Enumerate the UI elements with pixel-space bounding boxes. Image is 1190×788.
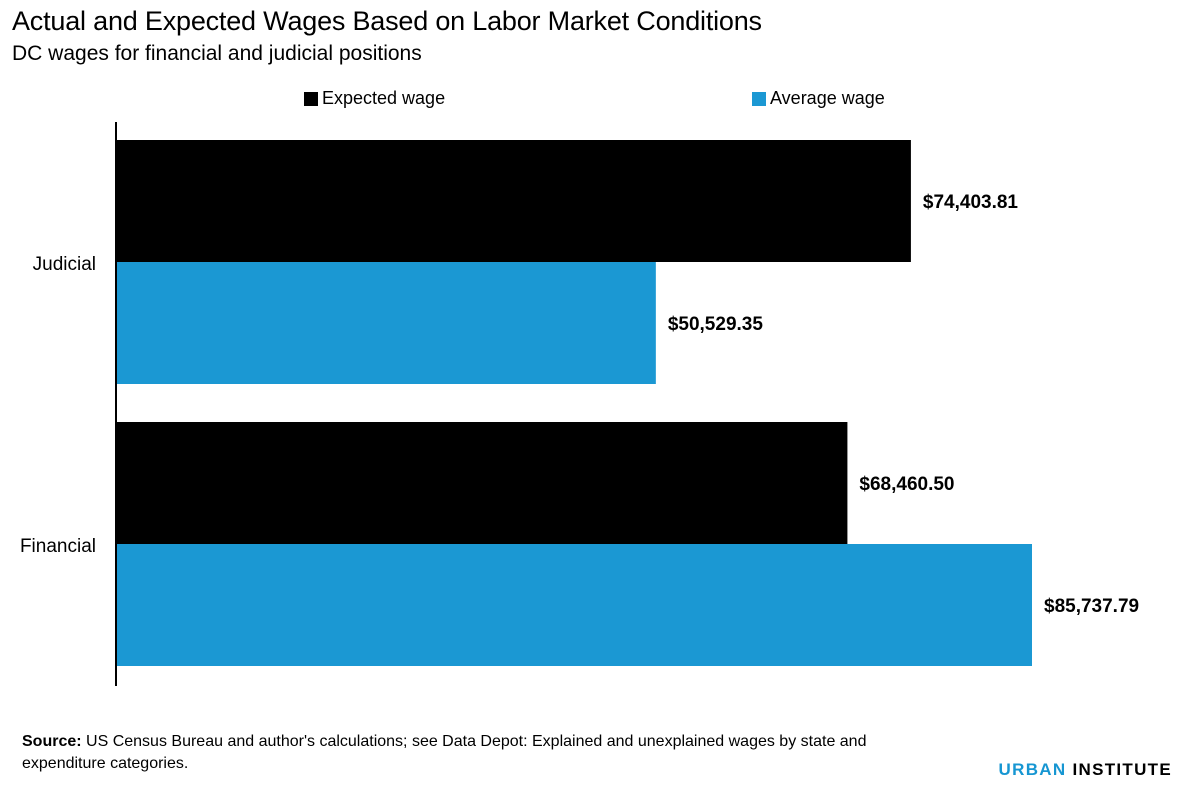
source-label: Source:: [22, 733, 82, 750]
bars-group: [116, 140, 1032, 666]
legend-label-expected: Expected wage: [322, 88, 446, 108]
bar-financial-expected: [116, 422, 848, 544]
urban-institute-logo: URBAN INSTITUTE: [999, 760, 1172, 780]
legend-item-expected: Expected wage: [304, 88, 445, 109]
chart-title: Actual and Expected Wages Based on Labor…: [12, 6, 762, 36]
category-label-financial: Financial: [20, 536, 96, 557]
source-text: US Census Bureau and author's calculatio…: [22, 733, 867, 772]
value-label-financial-average: $85,737.79: [1044, 596, 1139, 617]
bar-judicial-average: [116, 262, 656, 384]
value-label-judicial-average: $50,529.35: [668, 314, 764, 335]
legend-swatch-average: [752, 91, 766, 106]
chart-subtitle: DC wages for financial and judicial posi…: [12, 42, 422, 65]
brand-institute: INSTITUTE: [1072, 760, 1172, 779]
bar-financial-average: [116, 544, 1032, 666]
legend-item-average: Average wage: [752, 88, 885, 109]
value-label-financial-expected: $68,460.50: [859, 474, 954, 495]
legend-swatch-expected: [304, 91, 318, 106]
category-label-judicial: Judicial: [33, 254, 96, 275]
category-labels-group: Judicial Financial: [20, 254, 96, 557]
value-labels-group: $74,403.81 $50,529.35 $68,460.50 $85,737.79: [668, 192, 1139, 617]
brand-urban: URBAN: [998, 760, 1067, 779]
value-label-judicial-expected: $74,403.81: [923, 192, 1019, 213]
legend-label-average: Average wage: [770, 88, 885, 108]
legend: Expected wage Average wage: [0, 88, 1190, 112]
bar-judicial-expected: [116, 140, 911, 262]
source-note: Source: US Census Bureau and author's ca…: [22, 731, 952, 775]
